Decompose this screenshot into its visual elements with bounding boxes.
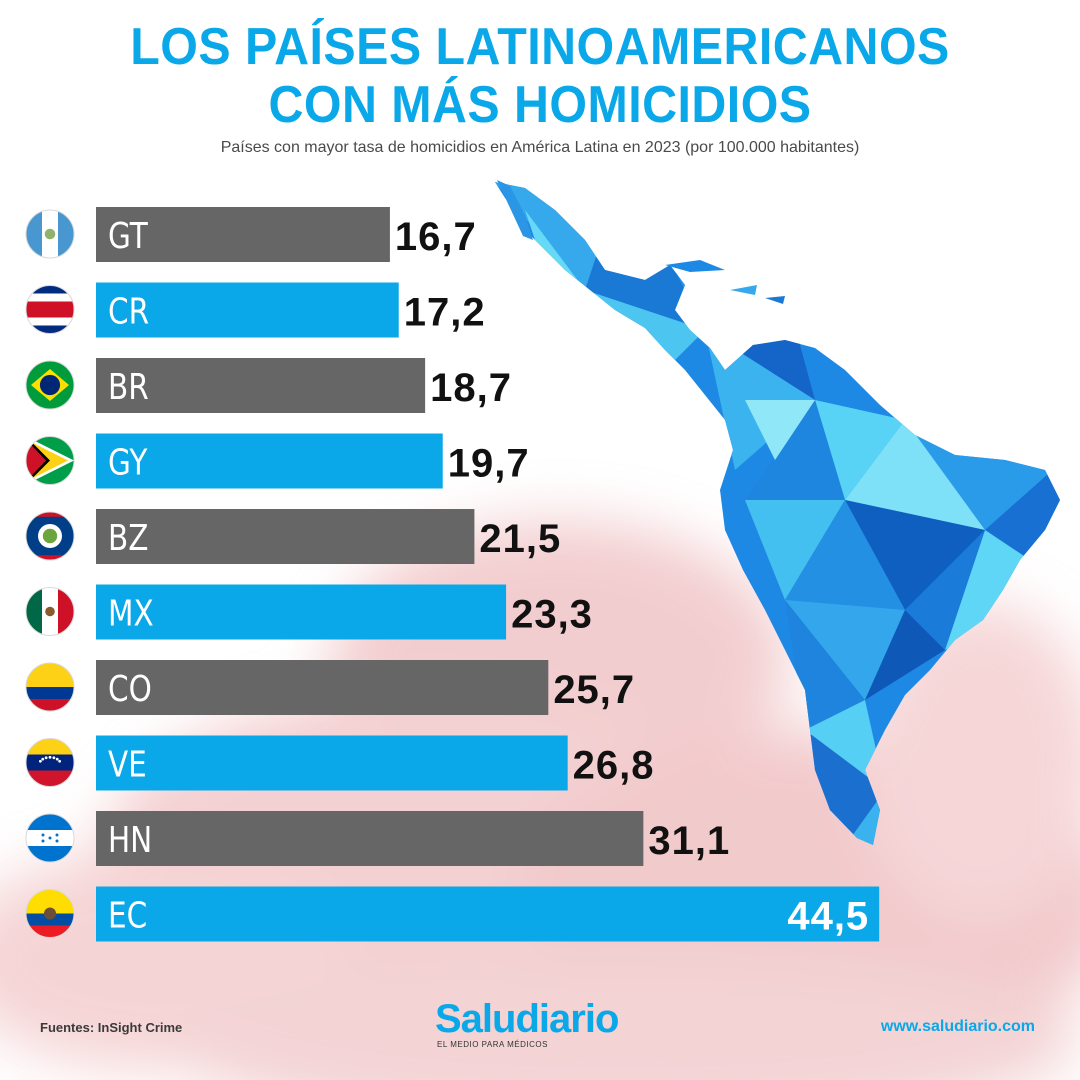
guatemala-flag bbox=[25, 209, 75, 259]
value-label: 18,7 bbox=[430, 366, 512, 410]
venezuela-flag bbox=[25, 738, 75, 787]
bar-hn bbox=[96, 811, 644, 866]
country-code-label: BZ bbox=[108, 516, 148, 559]
latin-america-map-illustration bbox=[495, 180, 1060, 845]
country-code-label: CR bbox=[108, 290, 149, 333]
value-label: 31,1 bbox=[648, 819, 730, 863]
value-label: 25,7 bbox=[553, 668, 635, 712]
page-title-line1: LOS PAÍSES LATINOAMERICANOS bbox=[130, 18, 950, 76]
mexico-flag bbox=[25, 587, 75, 636]
value-label: 19,7 bbox=[448, 442, 530, 486]
bar-ec bbox=[96, 886, 880, 942]
country-code-label: EC bbox=[108, 894, 147, 937]
country-code-label: GT bbox=[108, 214, 149, 257]
country-code-label: VE bbox=[108, 743, 147, 786]
bar-cr bbox=[96, 282, 399, 338]
country-code-label: GY bbox=[108, 441, 148, 484]
bar-co bbox=[96, 660, 549, 715]
bar-bz bbox=[96, 509, 475, 564]
country-code-label: BR bbox=[108, 365, 149, 408]
honduras-flag bbox=[25, 813, 75, 863]
brand-tagline: EL MEDIO PARA MÉDICOS bbox=[437, 1040, 548, 1049]
colombia-flag bbox=[25, 662, 75, 712]
bar-mx bbox=[96, 584, 507, 640]
brand-name: Saludiario bbox=[435, 997, 619, 1041]
bar-gt bbox=[96, 207, 390, 262]
value-label: 26,8 bbox=[573, 744, 655, 788]
belize-flag bbox=[25, 511, 75, 561]
bar-gy bbox=[96, 433, 443, 489]
bar-br bbox=[96, 358, 426, 413]
country-code-label: MX bbox=[108, 592, 154, 635]
costa-rica-flag bbox=[25, 285, 75, 334]
country-code-label: HN bbox=[108, 818, 152, 861]
value-label: 21,5 bbox=[479, 517, 561, 561]
value-label: 23,3 bbox=[511, 593, 593, 637]
brand-logo[interactable]: Saludiario EL MEDIO PARA MÉDICOS bbox=[435, 997, 619, 1049]
bar-ve bbox=[96, 735, 568, 791]
ecuador-flag bbox=[25, 889, 75, 938]
chart-subtitle: Países con mayor tasa de homicidios en A… bbox=[220, 139, 860, 156]
value-label: 16,7 bbox=[395, 215, 477, 259]
value-label: 44,5 bbox=[787, 895, 869, 939]
website-link[interactable]: www.saludiario.com bbox=[880, 1018, 1035, 1035]
source-note: Fuentes: InSight Crime bbox=[40, 1020, 183, 1035]
guyana-flag bbox=[25, 436, 75, 485]
value-label: 17,2 bbox=[404, 291, 486, 335]
page-title-line2: CON MÁS HOMICIDIOS bbox=[268, 76, 812, 134]
country-code-label: CO bbox=[108, 667, 152, 710]
brazil-flag bbox=[25, 360, 75, 410]
